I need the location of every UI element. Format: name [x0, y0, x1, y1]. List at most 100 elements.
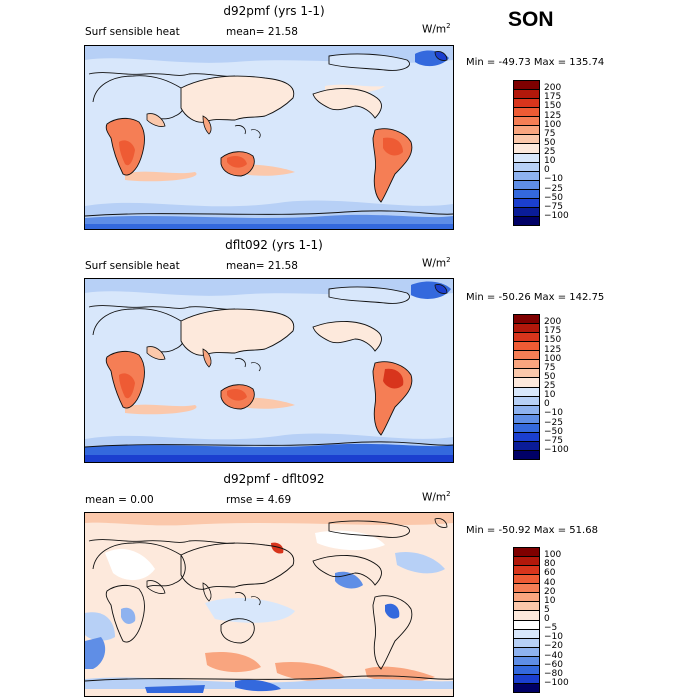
panel-2-map-svg: [85, 279, 453, 462]
colorbar-tick-label: −50: [544, 192, 563, 203]
colorbar-tick-label: 75: [544, 128, 556, 139]
colorbar-swatch: [514, 207, 539, 217]
colorbar-swatch: [514, 180, 539, 190]
colorbar-tick-label: −25: [544, 183, 563, 194]
colorbar-tick-label: −80: [544, 668, 563, 679]
colorbar-swatch: [514, 674, 539, 684]
colorbar-swatch: [514, 135, 539, 145]
colorbar-tick-label: 50: [544, 137, 556, 148]
colorbar-tick-label: 0: [544, 399, 550, 410]
colorbar-tick-label: −75: [544, 201, 563, 212]
colorbar-swatch: [514, 432, 539, 442]
colorbar-tick-label: 25: [544, 381, 556, 391]
colorbar-swatch: [514, 423, 539, 433]
panel-3-stats: Min = -50.92 Max = 51.68: [466, 525, 598, 536]
colorbar-tick-label: 100: [544, 119, 562, 130]
colorbar-swatch: [514, 342, 539, 352]
colorbar-swatch: [514, 405, 539, 415]
colorbar-swatch: [514, 548, 539, 558]
panel-3-mean: mean = 0.00: [85, 494, 154, 506]
colorbar-tick-label: 20: [544, 586, 556, 597]
colorbar-swatch: [514, 351, 539, 361]
colorbar-swatch: [514, 189, 539, 199]
panel-1-units: W/m2: [422, 22, 451, 36]
panel-3-map: [84, 512, 454, 697]
colorbar-tick-label: 150: [544, 335, 562, 346]
colorbar-swatch: [514, 441, 539, 451]
colorbar-swatch: [514, 171, 539, 181]
panel-3-colorbar: [513, 547, 540, 693]
colorbar-tick-label: −10: [544, 632, 563, 643]
colorbar-swatch: [514, 656, 539, 666]
panel-1-map: [84, 45, 454, 230]
colorbar-swatch: [514, 683, 539, 692]
colorbar-tick-label: 75: [544, 362, 556, 373]
colorbar-tick-label: −20: [544, 641, 563, 652]
panel-3-title: d92pmf - dflt092: [223, 472, 325, 486]
colorbar-swatch: [514, 333, 539, 343]
panel-2-map: [84, 278, 454, 463]
colorbar-tick-label: 0: [544, 614, 550, 624]
colorbar-swatch: [514, 584, 539, 594]
colorbar-tick-label: 10: [544, 390, 556, 401]
colorbar-swatch: [514, 638, 539, 648]
colorbar-tick-label: 175: [544, 326, 562, 337]
colorbar-tick-label: −100: [544, 444, 569, 455]
panel-1-variable: Surf sensible heat: [85, 26, 180, 38]
colorbar-tick-label: −40: [544, 650, 563, 661]
colorbar-swatch: [514, 126, 539, 136]
colorbar-tick-label: 5: [544, 604, 550, 615]
panel-3-map-svg: [85, 513, 453, 696]
colorbar-swatch: [514, 593, 539, 603]
colorbar-swatch: [514, 198, 539, 208]
panel-3-units: W/m2: [422, 490, 451, 504]
colorbar-tick-label: −100: [544, 210, 569, 221]
colorbar-tick-label: 10: [544, 595, 556, 606]
colorbar-tick-label: 175: [544, 92, 562, 103]
colorbar-tick-label: −50: [544, 426, 563, 437]
colorbar-swatch: [514, 162, 539, 172]
colorbar-tick-label: 25: [544, 147, 556, 157]
colorbar-swatch: [514, 153, 539, 163]
colorbar-swatch: [514, 611, 539, 621]
colorbar-tick-label: 80: [544, 559, 556, 570]
colorbar-swatch: [514, 90, 539, 100]
colorbar-swatch: [514, 315, 539, 325]
colorbar-swatch: [514, 117, 539, 127]
colorbar-swatch: [514, 602, 539, 612]
panel-1-mean: mean= 21.58: [226, 26, 298, 38]
colorbar-swatch: [514, 144, 539, 154]
colorbar-tick-label: −25: [544, 417, 563, 428]
colorbar-tick-label: 100: [544, 550, 562, 561]
colorbar-swatch: [514, 566, 539, 576]
colorbar-tick-label: 50: [544, 371, 556, 382]
colorbar-swatch: [514, 369, 539, 379]
panel-1-title: d92pmf (yrs 1-1): [223, 4, 325, 18]
colorbar-tick-label: −100: [544, 677, 569, 688]
colorbar-tick-label: −5: [544, 623, 558, 634]
panel-2-variable: Surf sensible heat: [85, 260, 180, 272]
colorbar-swatch: [514, 450, 539, 459]
panel-2-units: W/m2: [422, 256, 451, 270]
colorbar-swatch: [514, 324, 539, 334]
colorbar-tick-label: 100: [544, 353, 562, 364]
panel-3-rmse: rmse = 4.69: [226, 494, 292, 506]
colorbar-tick-label: 200: [544, 83, 562, 94]
panel-1-colorbar: [513, 80, 540, 226]
colorbar-tick-label: 60: [544, 568, 556, 579]
colorbar-tick-label: 125: [544, 344, 562, 355]
colorbar-tick-label: 125: [544, 110, 562, 121]
colorbar-swatch: [514, 575, 539, 585]
panel-1-map-svg: [85, 46, 453, 229]
colorbar-tick-label: −75: [544, 435, 563, 446]
colorbar-swatch: [514, 557, 539, 567]
colorbar-swatch: [514, 360, 539, 370]
season-label: SON: [508, 8, 554, 31]
colorbar-swatch: [514, 387, 539, 397]
colorbar-swatch: [514, 216, 539, 225]
colorbar-swatch: [514, 665, 539, 675]
colorbar-tick-label: −10: [544, 408, 563, 419]
colorbar-swatch: [514, 647, 539, 657]
colorbar-tick-label: 200: [544, 317, 562, 328]
panel-2-stats: Min = -50.26 Max = 142.75: [466, 292, 605, 303]
